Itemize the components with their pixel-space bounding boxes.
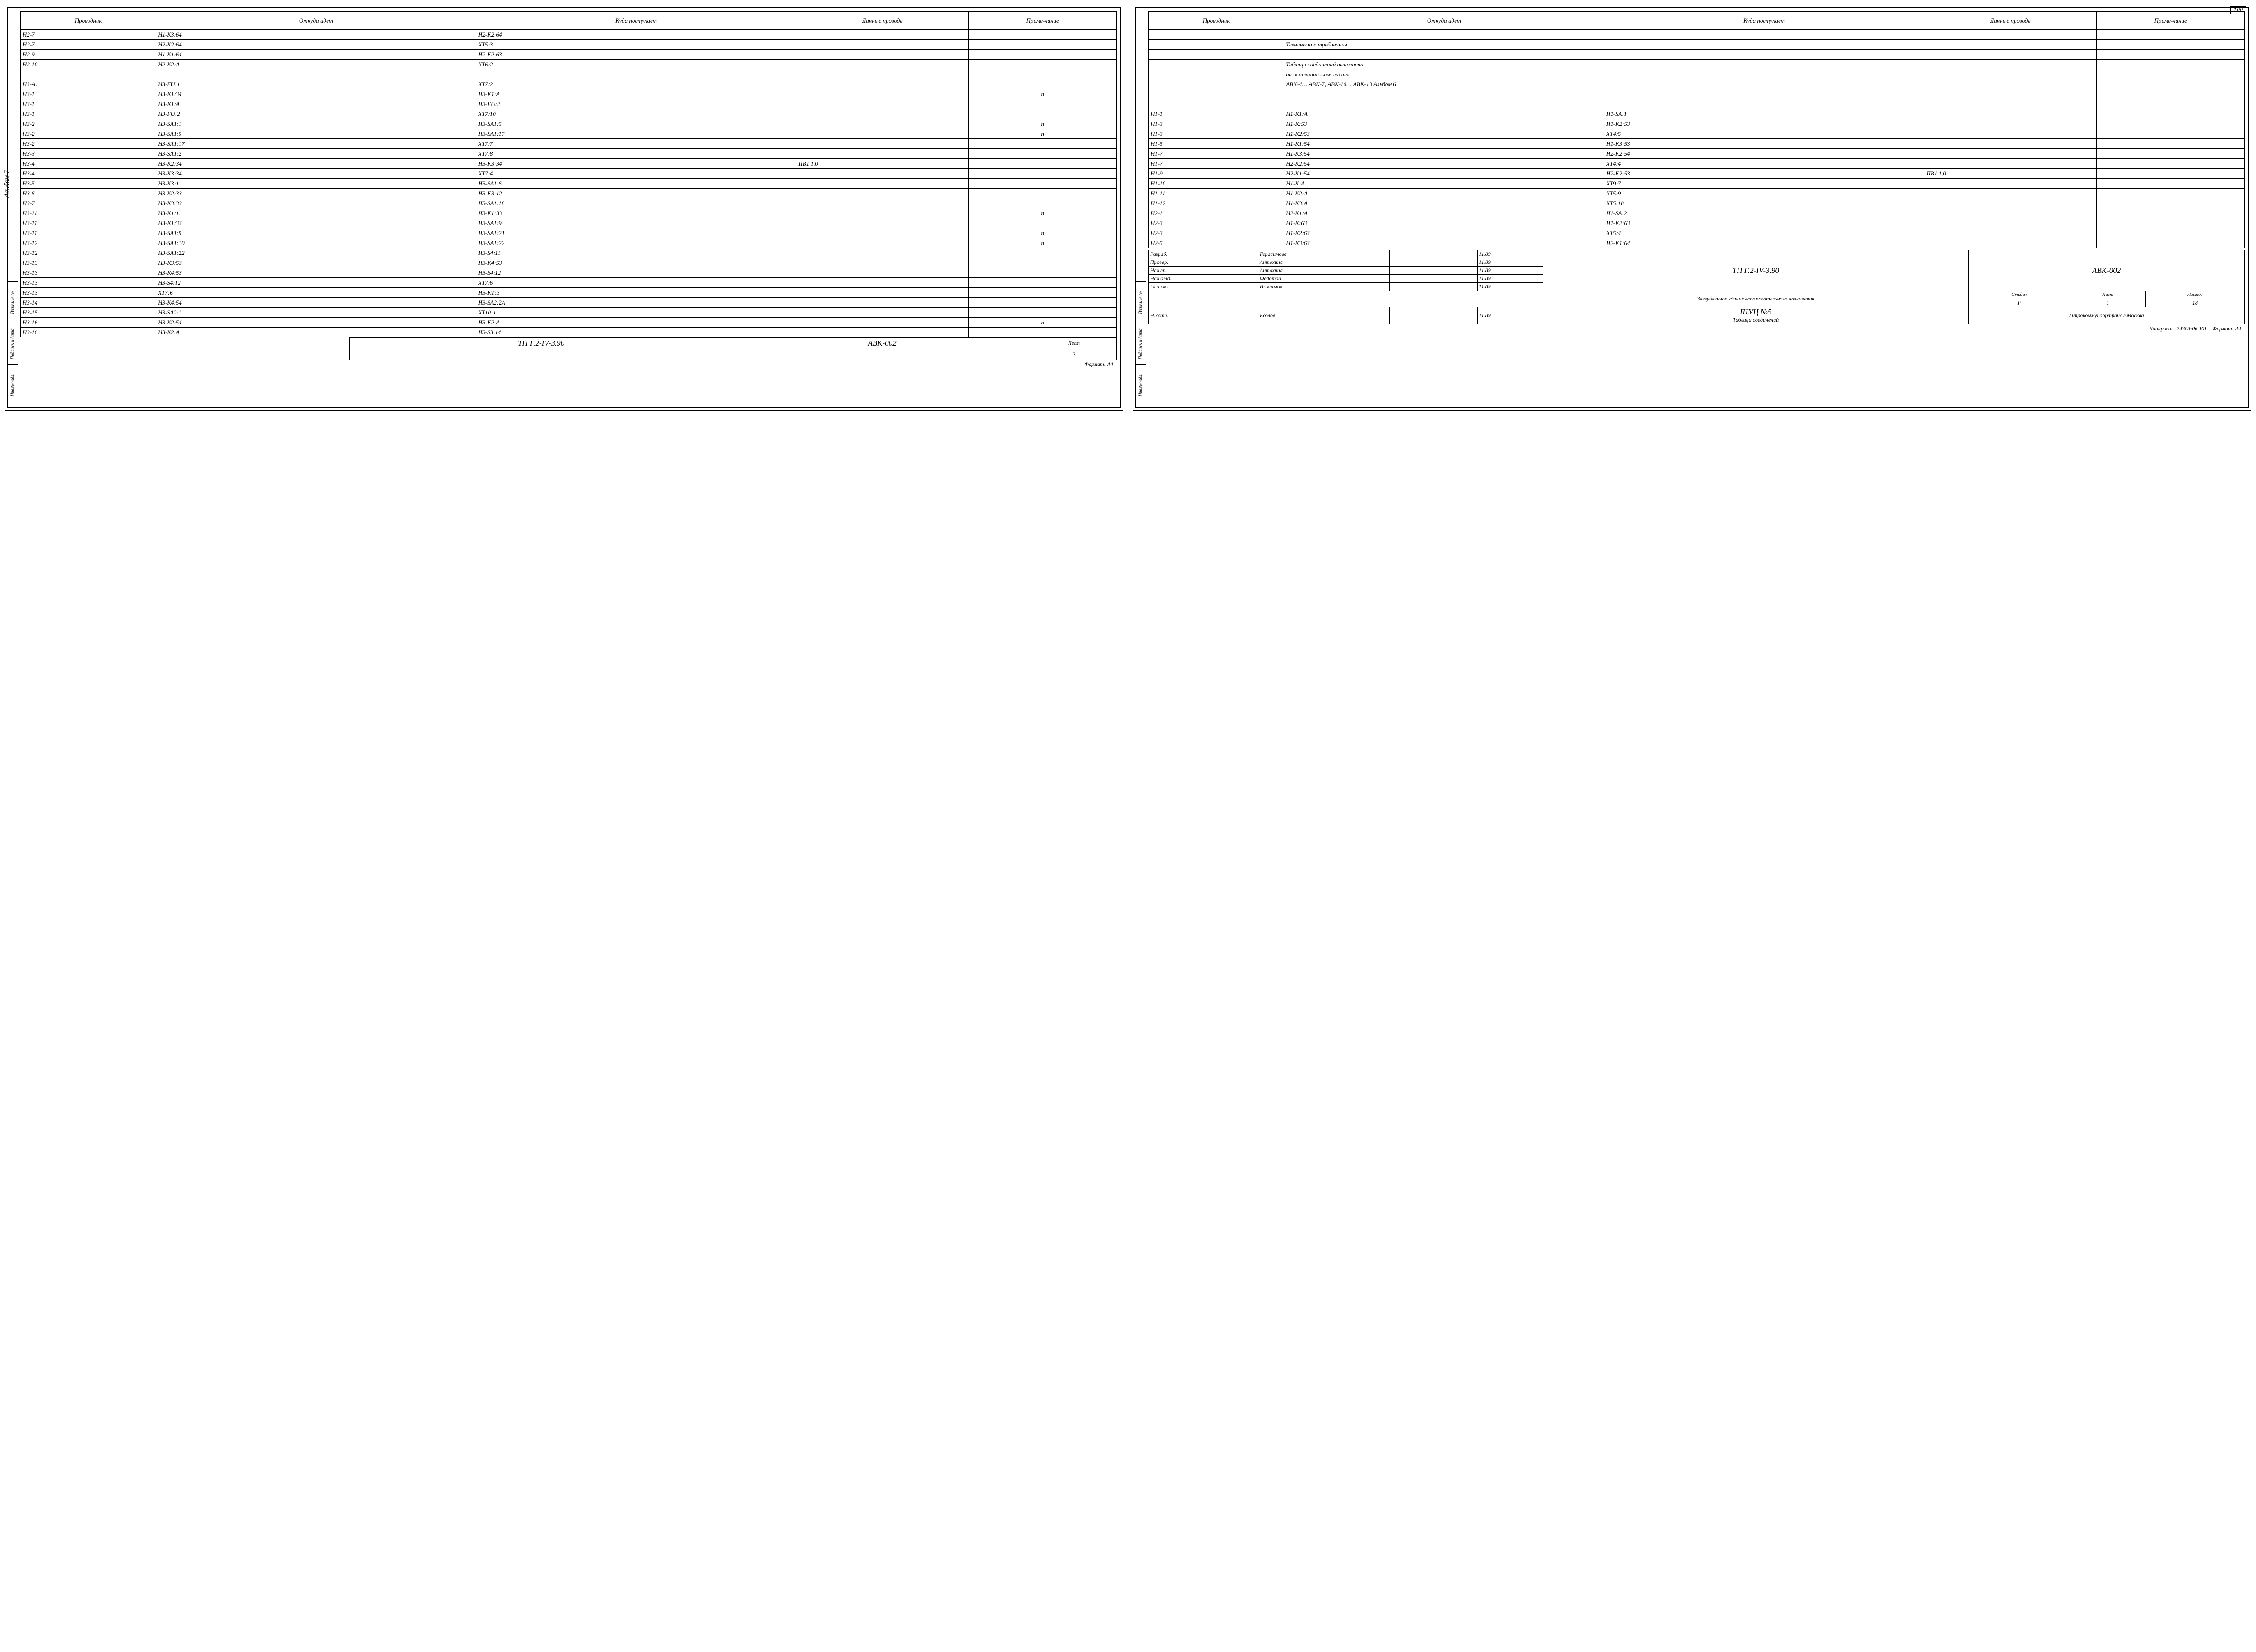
title-block: Разраб.Герасимова11.89ТП Г.2-IV-3.90АВК-…: [1148, 250, 2245, 324]
table-row: Н1-12Н1-К3:АХТ5:10: [1149, 198, 2245, 208]
table-row: Н3-4Н3-К3:34ХТ7:4: [21, 169, 1117, 179]
table-row: Н3-1Н3-К1:34Н3-К1:Ап: [21, 89, 1117, 99]
table-row: Н1-11Н1-К2:АХТ5:9: [1149, 189, 2245, 198]
table-row: Н1-5Н1-К1:54Н1-К3:53: [1149, 139, 2245, 149]
table-row: Н2-7Н2-К2:64ХТ5:3: [21, 40, 1117, 50]
table-row: Н2-3Н1-К2:63ХТ5:4: [1149, 228, 2245, 238]
table-row: Н1-1Н1-К1:АН1-SA:1: [1149, 109, 2245, 119]
table-row: Н3-11Н3-SA1:9Н3-SA1:21п: [21, 228, 1117, 238]
table-row: Н1-9Н2-К1:54Н2-К2:53ПВ1 1,0: [1149, 169, 2245, 179]
table-row: Н2-1Н2-К1:АН1-SA:2: [1149, 208, 2245, 218]
table-row: Н2-7Н1-К3:64Н2-К2:64: [21, 30, 1117, 40]
table-row: на основании схем листы: [1149, 69, 2245, 79]
page-left: Альбом 7 Взам.инв.№ Подпись и дата Инв.№…: [5, 5, 1123, 411]
side-stamp-left: Взам.инв.№ Подпись и дата Инв.№подл.: [7, 281, 18, 407]
table-row: АВК-4… АВК-7, АВК-10… АВК-13 Альбом 6: [1149, 79, 2245, 89]
right-table: Проводник Откуда идет Куда поступает Дан…: [1148, 11, 2245, 248]
table-row: Н3-13Н3-К3:53Н3-К4:53: [21, 258, 1117, 268]
th-prim: Приме-чание: [969, 12, 1117, 30]
table-row: Н3-1Н3-FU:2ХТ7:10: [21, 109, 1117, 119]
table-row: Н3-4Н3-К2:34Н3-К3:34ПВ1 1,0: [21, 159, 1117, 169]
table-row: Н3-13Н3-К4:53Н3-S4:12: [21, 268, 1117, 278]
side-stamp-right: Взам.инв.№ Подпись и дата Инв.№подл.: [1135, 281, 1146, 407]
table-row: Н3-2Н3-SA1:1Н3-SA1:5п: [21, 119, 1117, 129]
table-row: Н3-16Н3-К2:54Н3-К2:Ап: [21, 318, 1117, 328]
table-row: Н1-3Н1-К2:53ХТ4:5: [1149, 129, 2245, 139]
table-row: Н3-13Н3-S4:12ХТ7:6: [21, 278, 1117, 288]
table-row: Н1-10Н1-К:АХТ9:7: [1149, 179, 2245, 189]
th-provodnik: Проводник: [21, 12, 156, 30]
table-row: Н3-13ХТ7:6Н3-КТ:3: [21, 288, 1117, 298]
table-row: Н1-7Н1-К3:54Н2-К2:54: [1149, 149, 2245, 159]
table-row: Н3-1Н3-К1:АН3-FU:2: [21, 99, 1117, 109]
table-row: [1149, 30, 2245, 40]
table-row: Н3-6Н3-К2:33Н3-К3:12: [21, 189, 1117, 198]
table-row: Н1-3Н1-К:53Н1-К2:53: [1149, 119, 2245, 129]
table-row: Н3-14Н3-К4:54Н3-SA2:2А: [21, 298, 1117, 308]
table-row: Технические требования: [1149, 40, 2245, 50]
table-row: [1149, 89, 2245, 99]
table-row: Н3-11Н3-К1:33Н3-SA1:9: [21, 218, 1117, 228]
table-row: Н3-15Н3-SA2:1ХТ10:1: [21, 308, 1117, 318]
table-row: Н3-5Н3-К3:11Н3-SA1:6: [21, 179, 1117, 189]
table-row: Н3-12Н3-SA1:22Н3-S4:11: [21, 248, 1117, 258]
table-row: Н2-3Н1-К:63Н1-К2:63: [1149, 218, 2245, 228]
th-dannye: Данные провода: [796, 12, 969, 30]
table-row: Н2-5Н1-К3:63Н2-К1:64: [1149, 238, 2245, 248]
table-row: Н1-7Н2-К2:54ХТ4:4: [1149, 159, 2245, 169]
stamp-row: Разраб.Герасимова11.89ТП Г.2-IV-3.90АВК-…: [1149, 250, 2245, 258]
table-row: [1149, 99, 2245, 109]
table-row: Таблица соединений выполнена: [1149, 60, 2245, 69]
format-right: Копировал: 24383-06 101 Формат: А4: [1148, 324, 2245, 332]
table-row: Н2-10Н2-К2:АХТ6:2: [21, 60, 1117, 69]
th-kuda: Куда поступает: [476, 12, 796, 30]
th-otkuda: Откуда идет: [156, 12, 476, 30]
page-right: 100 Взам.инв.№ Подпись и дата Инв.№подл.…: [1133, 5, 2251, 411]
table-row: Н3-7Н3-К3:33Н3-SA1:18: [21, 198, 1117, 208]
table-row: Н3-2Н3-SA1:5Н3-SA1:17п: [21, 129, 1117, 139]
table-row: Н2-9Н1-К1:64Н2-К2:63: [21, 50, 1117, 60]
table-row: Н3-2Н3-SA1:17ХТ7:7: [21, 139, 1117, 149]
table-row: Н3-16Н3-К2:АН3-S3:14: [21, 328, 1117, 337]
table-row: Н3-11Н3-К1:11Н3-К1:33п: [21, 208, 1117, 218]
format-left: Формат: А4: [20, 360, 1117, 368]
table-row: [1149, 50, 2245, 60]
left-footer: ТП Г.2-IV-3.90 АВК-002 Лист 2: [349, 337, 1117, 360]
table-row: [21, 69, 1117, 79]
left-table: Проводник Откуда идет Куда поступает Дан…: [20, 11, 1117, 337]
table-row: Н3-3Н3-SA1:2ХТ7:8: [21, 149, 1117, 159]
table-row: Н3-А1Н3-FU:1ХТ7:2: [21, 79, 1117, 89]
table-row: Н3-12Н3-SA1:10Н3-SA1:22п: [21, 238, 1117, 248]
